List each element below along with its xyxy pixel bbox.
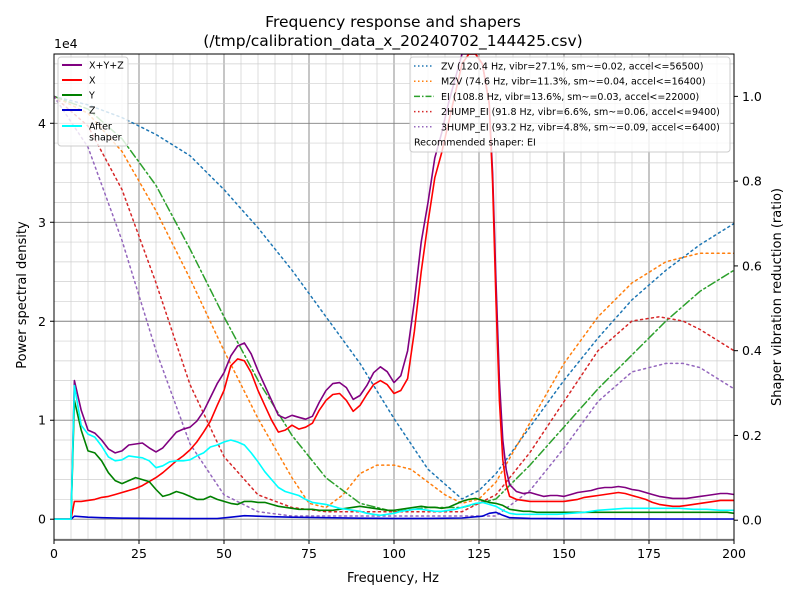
recommended-shaper-label: Recommended shaper: EI bbox=[414, 138, 536, 149]
psd-line-after-shaper bbox=[54, 384, 734, 520]
legend-label: X bbox=[89, 76, 96, 87]
y2-tick-label: 0.8 bbox=[742, 174, 762, 189]
y-tick-label: 1 bbox=[38, 413, 46, 428]
legend-label: Z bbox=[89, 106, 96, 117]
y-axis-label: Power spectral density bbox=[15, 221, 30, 369]
shaper-line-3hump-ei bbox=[54, 95, 734, 517]
y2-tick-label: 1.0 bbox=[742, 89, 762, 104]
grid bbox=[53, 54, 735, 540]
shaper-line-zv bbox=[54, 95, 734, 500]
legend-shapers: ZV (120.4 Hz, vibr=27.1%, sm~=0.02, acce… bbox=[409, 56, 731, 153]
psd-line-y bbox=[54, 399, 734, 520]
shaper-line-mzv bbox=[54, 95, 734, 509]
legend-shaper-label: 3HUMP_EI (93.2 Hz, vibr=4.8%, sm~=0.09, … bbox=[441, 122, 720, 133]
legend-shaper-label: MZV (74.6 Hz, vibr=11.3%, sm~=0.04, acce… bbox=[441, 77, 706, 88]
y-offset-text: 1e4 bbox=[54, 36, 78, 51]
data-lines bbox=[54, 54, 734, 520]
y2-tick-label: 0.0 bbox=[742, 513, 762, 528]
axis-ticks: 0 25 50 75 100 125 150 175 200 0 1 2 3 4 0.0 0.2 0.4 0.6 0… bbox=[38, 89, 762, 561]
legend-label: shaper bbox=[89, 133, 122, 144]
x-tick-label: 200 bbox=[722, 546, 746, 561]
y2-tick-label: 0.2 bbox=[742, 428, 762, 443]
psd-line-x-y-z bbox=[54, 54, 734, 520]
x-axis-label: Frequency, Hz bbox=[347, 571, 439, 586]
legend-shapers-box bbox=[409, 56, 731, 153]
y-tick-label: 3 bbox=[38, 215, 46, 230]
x-tick-label: 0 bbox=[50, 546, 58, 561]
chart-title-line1: Frequency response and shapers bbox=[265, 13, 521, 31]
chart-title-line2: (/tmp/calibration_data_x_20240702_144425… bbox=[203, 32, 582, 51]
legend-label: After bbox=[89, 122, 112, 133]
x-tick-label: 150 bbox=[552, 546, 576, 561]
legend-shaper-label: ZV (120.4 Hz, vibr=27.1%, sm~=0.02, acce… bbox=[441, 62, 703, 73]
y-tick-label: 0 bbox=[38, 512, 46, 527]
y-tick-label: 4 bbox=[38, 116, 46, 131]
legend-shaper-label: 2HUMP_EI (91.8 Hz, vibr=6.6%, sm~=0.06, … bbox=[441, 107, 720, 118]
x-tick-label: 125 bbox=[467, 546, 491, 561]
shaper-line-2hump-ei bbox=[54, 95, 734, 513]
x-tick-label: 50 bbox=[216, 546, 232, 561]
y2-axis-label: Shaper vibration reduction (ratio) bbox=[770, 188, 785, 406]
x-tick-label: 175 bbox=[637, 546, 661, 561]
y-tick-label: 2 bbox=[38, 314, 46, 329]
y2-tick-label: 0.4 bbox=[742, 343, 762, 358]
psd-line-z bbox=[54, 511, 734, 520]
legend-label: Y bbox=[88, 91, 95, 102]
legend-label: X+Y+Z bbox=[89, 61, 124, 72]
x-tick-label: 100 bbox=[382, 546, 406, 561]
y2-tick-label: 0.6 bbox=[742, 258, 762, 273]
legend-shaper-label: EI (108.8 Hz, vibr=13.6%, sm~=0.03, acce… bbox=[441, 92, 699, 103]
x-tick-label: 75 bbox=[301, 546, 317, 561]
x-tick-label: 25 bbox=[131, 546, 147, 561]
